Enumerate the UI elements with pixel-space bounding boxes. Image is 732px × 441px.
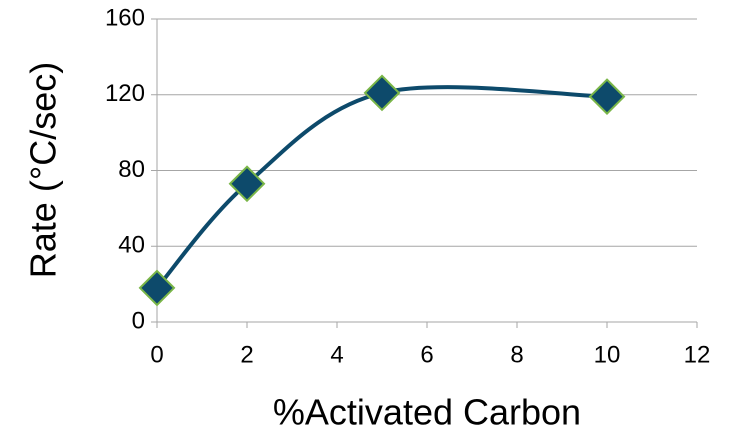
x-tick-label: 4	[330, 341, 343, 368]
x-tick-label: 8	[510, 341, 523, 368]
marker	[363, 74, 401, 112]
series-line	[155, 85, 608, 290]
y-tick-label: 40	[118, 232, 145, 259]
marker	[588, 78, 626, 116]
x-tick-label: 6	[420, 341, 433, 368]
y-tick-label: 120	[105, 80, 145, 107]
y-axis-title: Rate (°C/sec)	[23, 62, 64, 278]
y-tick-label: 0	[132, 307, 145, 334]
x-tick-label: 0	[150, 341, 163, 368]
marker	[228, 165, 266, 203]
x-axis-title: %Activated Carbon	[273, 392, 581, 433]
x-tick-label: 2	[240, 341, 253, 368]
y-tick-label: 160	[105, 4, 145, 31]
x-tick-label: 10	[594, 341, 621, 368]
marker	[138, 269, 176, 307]
y-tick-label: 80	[118, 156, 145, 183]
x-tick-label: 12	[684, 341, 711, 368]
